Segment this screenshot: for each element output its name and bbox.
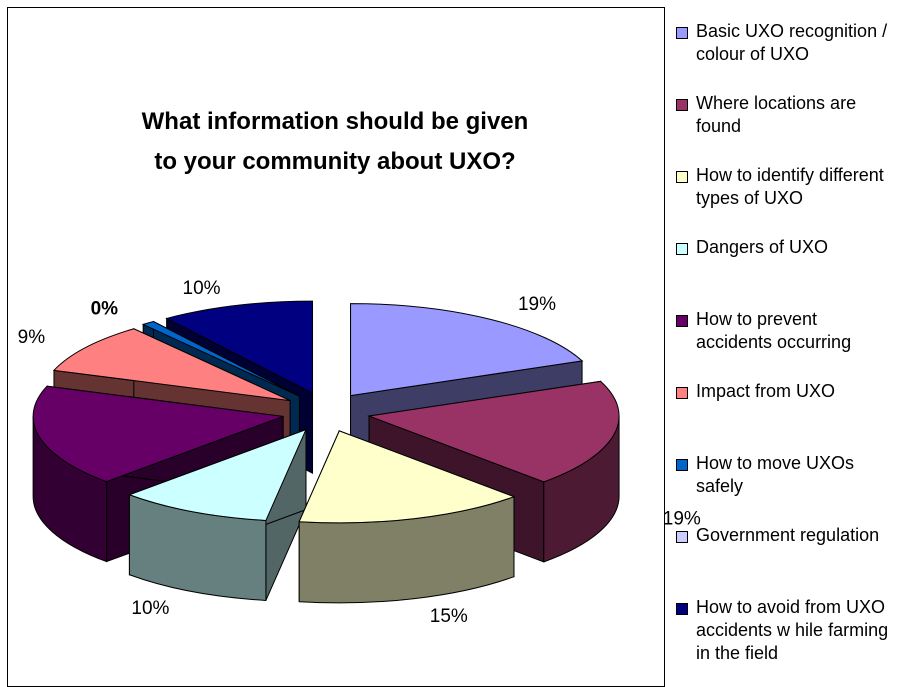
legend-label-line: How to identify different: [696, 165, 884, 185]
data-label-5: 9%: [18, 327, 46, 348]
data-label-0: 19%: [518, 294, 556, 315]
pie-slice-2: [298, 430, 516, 604]
legend-label-line: Impact from UXO: [696, 381, 836, 401]
data-label-3: 10%: [131, 598, 169, 619]
legend-swatch-0: [676, 27, 688, 39]
data-label-2: 15%: [430, 606, 468, 627]
legend-swatch-5: [676, 387, 688, 399]
legend-swatch-8: [676, 603, 688, 615]
legend-label-line: How to move UXOs: [696, 453, 855, 473]
legend-label-6: How to move UXOs safely: [696, 452, 854, 498]
data-label-1: 19%: [663, 509, 701, 530]
legend-label-line: How to prevent: [696, 309, 818, 329]
legend-label-line: safely: [696, 476, 744, 496]
legend-label-line: colour of UXO: [696, 44, 810, 64]
legend-label-line: found: [696, 116, 742, 136]
legend-label-line: in the field: [696, 643, 779, 663]
legend-label-line: accidents occurring: [696, 332, 852, 352]
legend-label-2: How to identify different types of UXO: [696, 164, 884, 210]
legend-swatch-4: [676, 315, 688, 327]
legend-label-line: Government regulation: [696, 525, 880, 545]
chart-title-line-2: to your community about UXO?: [154, 148, 516, 175]
legend-label-4: How to prevent accidents occurring: [696, 308, 851, 354]
pie-slice-3: [127, 428, 307, 601]
legend-label-line: types of UXO: [696, 188, 804, 208]
legend-label-8: How to avoid from UXO accidents w hile fa…: [696, 596, 888, 665]
data-label-8: 10%: [183, 278, 221, 299]
legend-label-7: Government regulation: [696, 524, 879, 547]
legend-label-1: Where locations are found: [696, 92, 856, 138]
legend-label-line: accidents w hile farming: [696, 620, 889, 640]
legend-label-line: Where locations are: [696, 93, 857, 113]
legend-label-line: Basic UXO recognition /: [696, 21, 888, 41]
chart-title-line-1: What information should be given: [141, 108, 529, 135]
legend-label-line: Dangers of UXO: [696, 237, 829, 257]
legend-swatch-1: [676, 99, 688, 111]
legend-label-line: How to avoid from UXO: [696, 597, 886, 617]
legend-box: [664, 7, 913, 687]
legend-swatch-6: [676, 459, 688, 471]
legend-swatch-3: [676, 243, 688, 255]
data-label-6: 0%: [91, 298, 119, 319]
legend-label-5: Impact from UXO: [696, 380, 835, 403]
legend-swatch-2: [676, 171, 688, 183]
legend-swatch-7: [676, 531, 688, 543]
legend-label-0: Basic UXO recognition / colour of UXO: [696, 20, 887, 66]
legend-label-3: Dangers of UXO: [696, 236, 828, 259]
